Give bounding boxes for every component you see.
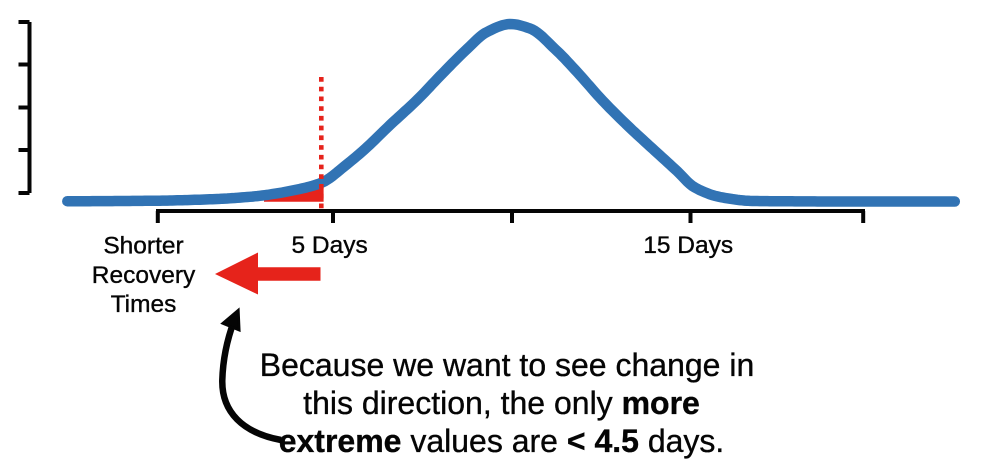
svg-text:this direction, the only more: this direction, the only more xyxy=(303,385,700,421)
svg-text:Because we want to see change: Because we want to see change in xyxy=(260,347,755,383)
svg-text:Shorter: Shorter xyxy=(103,233,183,260)
svg-text:Times: Times xyxy=(111,291,177,318)
svg-text:Recovery: Recovery xyxy=(92,262,196,289)
svg-text:15 Days: 15 Days xyxy=(643,232,733,259)
svg-text:5 Days: 5 Days xyxy=(291,232,367,259)
svg-text:extreme values are < 4.5 days.: extreme values are < 4.5 days. xyxy=(279,423,725,459)
